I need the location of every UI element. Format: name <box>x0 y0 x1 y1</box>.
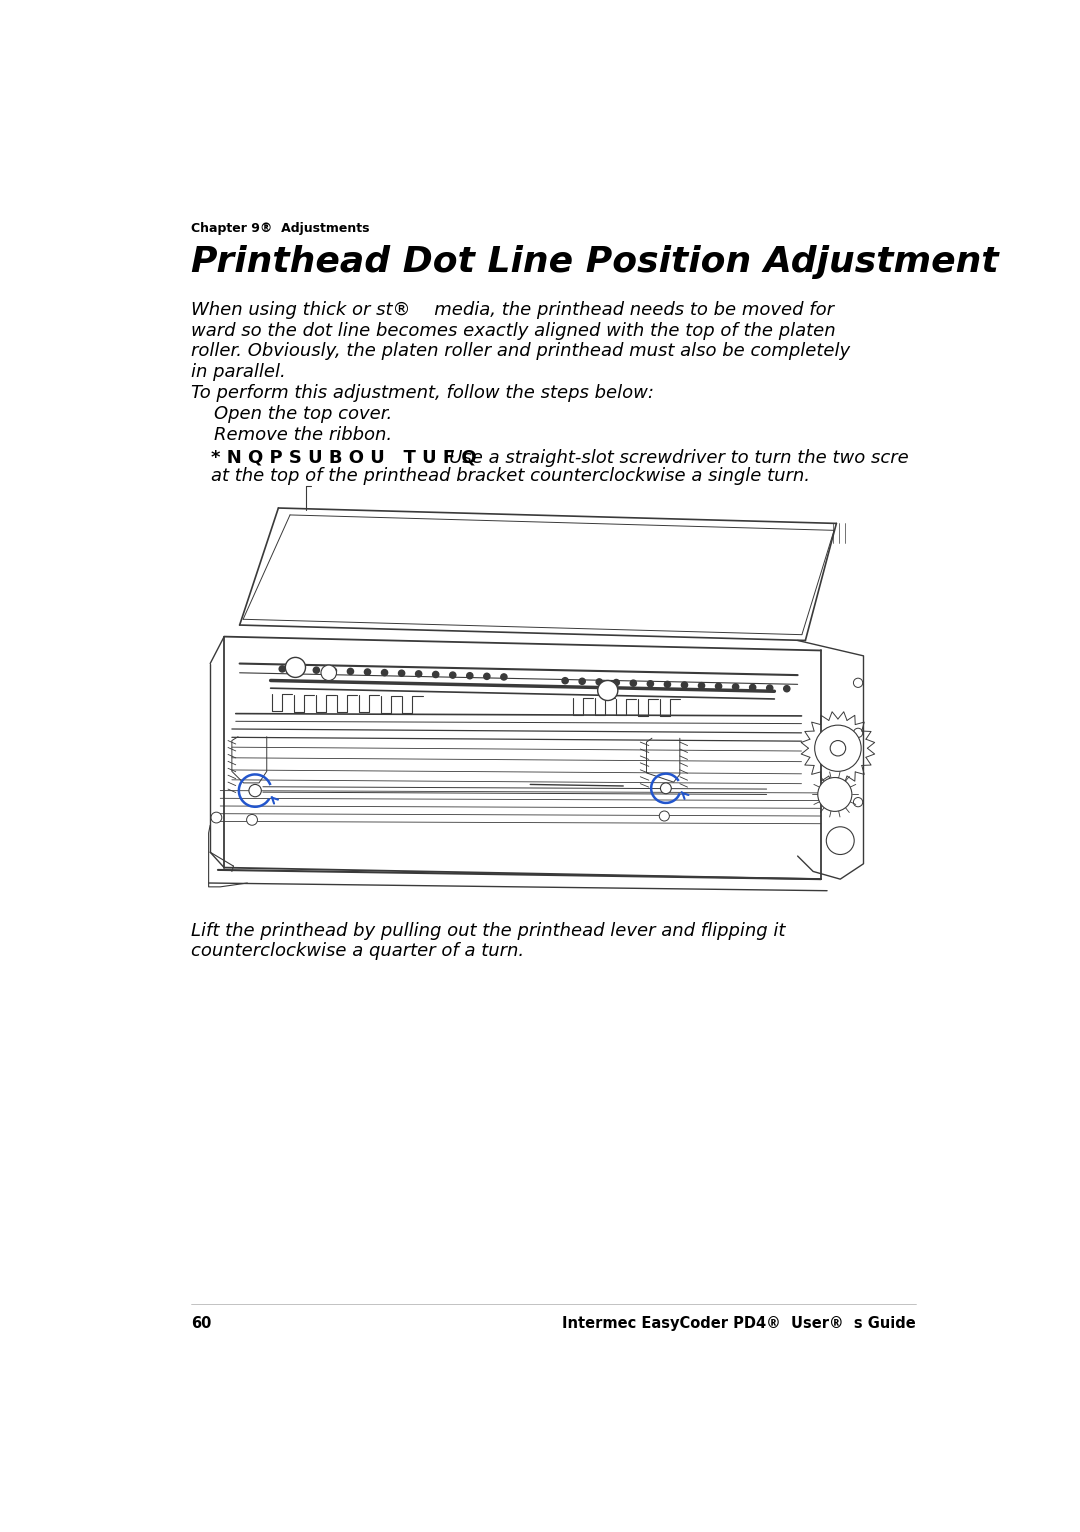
Circle shape <box>659 810 670 821</box>
Text: Lift the printhead by pulling out the printhead lever and flipping it
counterclo: Lift the printhead by pulling out the pr… <box>191 922 785 961</box>
Text: 60: 60 <box>191 1316 212 1331</box>
Circle shape <box>613 680 619 686</box>
Text: Use a straight-slot screwdriver to turn the two scre: Use a straight-slot screwdriver to turn … <box>432 449 908 467</box>
Circle shape <box>501 674 507 680</box>
Circle shape <box>330 668 337 674</box>
Circle shape <box>364 669 370 676</box>
Circle shape <box>699 683 704 689</box>
Circle shape <box>211 812 221 823</box>
Circle shape <box>853 728 863 737</box>
Circle shape <box>853 798 863 807</box>
Circle shape <box>449 673 456 679</box>
Circle shape <box>467 673 473 679</box>
Circle shape <box>853 679 863 688</box>
Circle shape <box>826 827 854 855</box>
Circle shape <box>784 686 789 692</box>
Circle shape <box>399 669 405 676</box>
Circle shape <box>596 679 603 685</box>
Circle shape <box>818 778 852 812</box>
Circle shape <box>661 783 672 794</box>
Circle shape <box>647 680 653 686</box>
Text: Printhead Dot Line Position Adjustment: Printhead Dot Line Position Adjustment <box>191 245 998 279</box>
Circle shape <box>715 683 721 689</box>
Text: * N Q P S U B O U   T U F Q: * N Q P S U B O U T U F Q <box>211 449 476 467</box>
Circle shape <box>767 685 773 691</box>
Text: To perform this adjustment, follow the steps below:: To perform this adjustment, follow the s… <box>191 385 653 401</box>
Circle shape <box>681 682 688 688</box>
Circle shape <box>831 740 846 755</box>
Circle shape <box>732 683 739 689</box>
Circle shape <box>285 657 306 677</box>
Text: Remove the ribbon.: Remove the ribbon. <box>214 426 392 444</box>
Circle shape <box>348 668 353 674</box>
Circle shape <box>313 666 320 673</box>
Circle shape <box>631 680 636 686</box>
Text: When using thick or st®  media, the printhead needs to be moved for
ward so the : When using thick or st® media, the print… <box>191 300 850 381</box>
Circle shape <box>246 815 257 826</box>
Circle shape <box>814 725 861 771</box>
Circle shape <box>484 673 490 679</box>
Circle shape <box>562 677 568 683</box>
Circle shape <box>597 680 618 700</box>
Circle shape <box>433 671 438 677</box>
Circle shape <box>416 671 422 677</box>
Circle shape <box>321 665 337 680</box>
Text: at the top of the printhead bracket counterclockwise a single turn.: at the top of the printhead bracket coun… <box>211 467 810 486</box>
Text: Intermec EasyCoder PD4®  User®  s Guide: Intermec EasyCoder PD4® User® s Guide <box>563 1316 916 1331</box>
Circle shape <box>664 682 671 688</box>
Circle shape <box>750 685 756 691</box>
Circle shape <box>279 666 285 673</box>
Circle shape <box>381 669 388 676</box>
Text: Open the top cover.: Open the top cover. <box>214 404 392 423</box>
Circle shape <box>579 679 585 685</box>
Circle shape <box>296 666 302 673</box>
Text: Chapter 9®  Adjustments: Chapter 9® Adjustments <box>191 222 369 236</box>
Circle shape <box>248 784 261 797</box>
